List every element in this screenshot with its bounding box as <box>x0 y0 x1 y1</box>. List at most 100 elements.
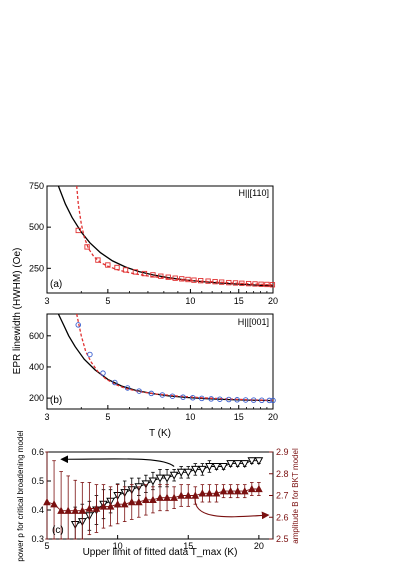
y-tick-label: 600 <box>29 331 44 341</box>
data-point <box>158 273 164 279</box>
panel-a: 3 5 10 15 20 250 500 750 (a) H||[110] <box>29 181 278 306</box>
data-point <box>172 275 178 281</box>
data-point <box>208 396 214 402</box>
data-point <box>106 502 115 510</box>
data-point <box>114 264 120 271</box>
data-point <box>180 394 186 400</box>
data-point <box>212 278 218 285</box>
data-point <box>219 279 225 285</box>
data-point <box>250 397 257 403</box>
data-point <box>239 280 245 286</box>
data-point <box>57 506 65 514</box>
data-point <box>99 502 108 510</box>
data-point <box>240 460 250 469</box>
data-point <box>198 465 207 474</box>
data-point <box>226 460 235 469</box>
data-point <box>254 457 264 466</box>
data-point <box>266 397 273 404</box>
panel-a-annotation: H||[110] <box>238 188 269 198</box>
data-point <box>78 506 87 514</box>
data-point <box>191 491 200 499</box>
data-point <box>240 487 249 495</box>
data-point <box>217 396 223 402</box>
data-point <box>269 282 276 288</box>
y2-tick-label: 2.6 <box>276 512 289 522</box>
panel-b-fits <box>57 313 274 402</box>
x-tick-label: 10 <box>185 296 195 306</box>
data-point <box>176 468 186 477</box>
panel-a-ticks: 3 5 10 15 20 250 500 750 <box>29 181 278 306</box>
y2-tick-label: 2.8 <box>276 469 289 479</box>
panel-b-ticks: 3 5 10 15 20 200 400 600 <box>29 331 278 422</box>
data-point <box>162 474 172 483</box>
y-tick-label: 500 <box>29 222 44 232</box>
data-point <box>184 491 193 499</box>
data-point <box>169 393 176 399</box>
data-point <box>252 281 258 287</box>
data-point <box>183 468 193 477</box>
y-tick-label: 750 <box>29 181 44 191</box>
data-point <box>219 487 228 495</box>
data-point <box>95 257 101 263</box>
x-tick-label: 15 <box>183 541 193 551</box>
x-tick-label: 20 <box>268 296 278 306</box>
x-tick-label: 3 <box>44 296 49 306</box>
panel-c-ylabel: power p for critical broadening model <box>16 430 25 561</box>
data-point <box>155 474 165 483</box>
y-tick-label: 0.4 <box>31 505 44 515</box>
panel-b: 3 5 10 15 20 200 400 600 (b) H||[001] T (K) <box>29 313 278 439</box>
data-point <box>100 370 106 376</box>
data-point <box>242 397 249 403</box>
data-point <box>150 272 156 278</box>
data-point <box>258 281 264 287</box>
data-point <box>159 392 166 398</box>
x-tick-label: 15 <box>234 296 244 306</box>
panel-a-frame <box>46 185 274 294</box>
data-point <box>85 504 94 512</box>
data-point <box>219 463 228 472</box>
x-tick-label: 5 <box>105 412 110 422</box>
panel-b-label: (b) <box>50 395 62 406</box>
panel-c: 5 10 15 20 0.3 0.4 0.5 0.6 2.5 2.6 2.7 2.8 2.9 (c) U… <box>16 430 300 561</box>
y-tick-label: 400 <box>29 362 44 372</box>
data-point <box>87 351 93 358</box>
x-tick-label: 20 <box>268 412 278 422</box>
data-point <box>75 322 82 328</box>
data-point <box>185 276 191 283</box>
data-point <box>71 506 80 514</box>
data-point <box>205 489 214 497</box>
x-tick-label: 10 <box>185 412 195 422</box>
data-point <box>190 395 196 401</box>
data-point <box>199 395 205 402</box>
shared-ylabel: EPR linewidth (HWHM) (Oe) <box>12 248 23 375</box>
data-point <box>226 396 232 403</box>
data-point <box>264 281 270 288</box>
data-point <box>190 465 200 474</box>
data-point <box>205 463 214 472</box>
data-point <box>148 390 155 397</box>
x-tick-label: 15 <box>234 412 244 422</box>
data-point <box>134 497 143 506</box>
y2-tick-label: 2.9 <box>276 447 289 457</box>
data-point <box>198 489 207 497</box>
data-point <box>270 397 276 404</box>
data-point <box>136 388 142 394</box>
panel-b-annotation: H||[001] <box>238 317 269 327</box>
data-point <box>232 280 239 286</box>
panel-b-points <box>75 322 276 404</box>
data-point <box>169 471 179 480</box>
data-point <box>226 487 235 495</box>
data-point <box>75 227 81 234</box>
y-tick-label: 0.6 <box>31 447 44 457</box>
data-point <box>165 274 171 280</box>
data-point <box>141 480 151 489</box>
data-point <box>212 463 221 472</box>
data-point <box>142 495 150 504</box>
data-point <box>245 280 252 287</box>
y-tick-label: 200 <box>29 393 44 403</box>
arrow-to-left-axis <box>60 455 175 467</box>
series-right <box>43 451 263 540</box>
fit-curve-bkt <box>76 313 274 402</box>
data-point <box>170 493 178 501</box>
